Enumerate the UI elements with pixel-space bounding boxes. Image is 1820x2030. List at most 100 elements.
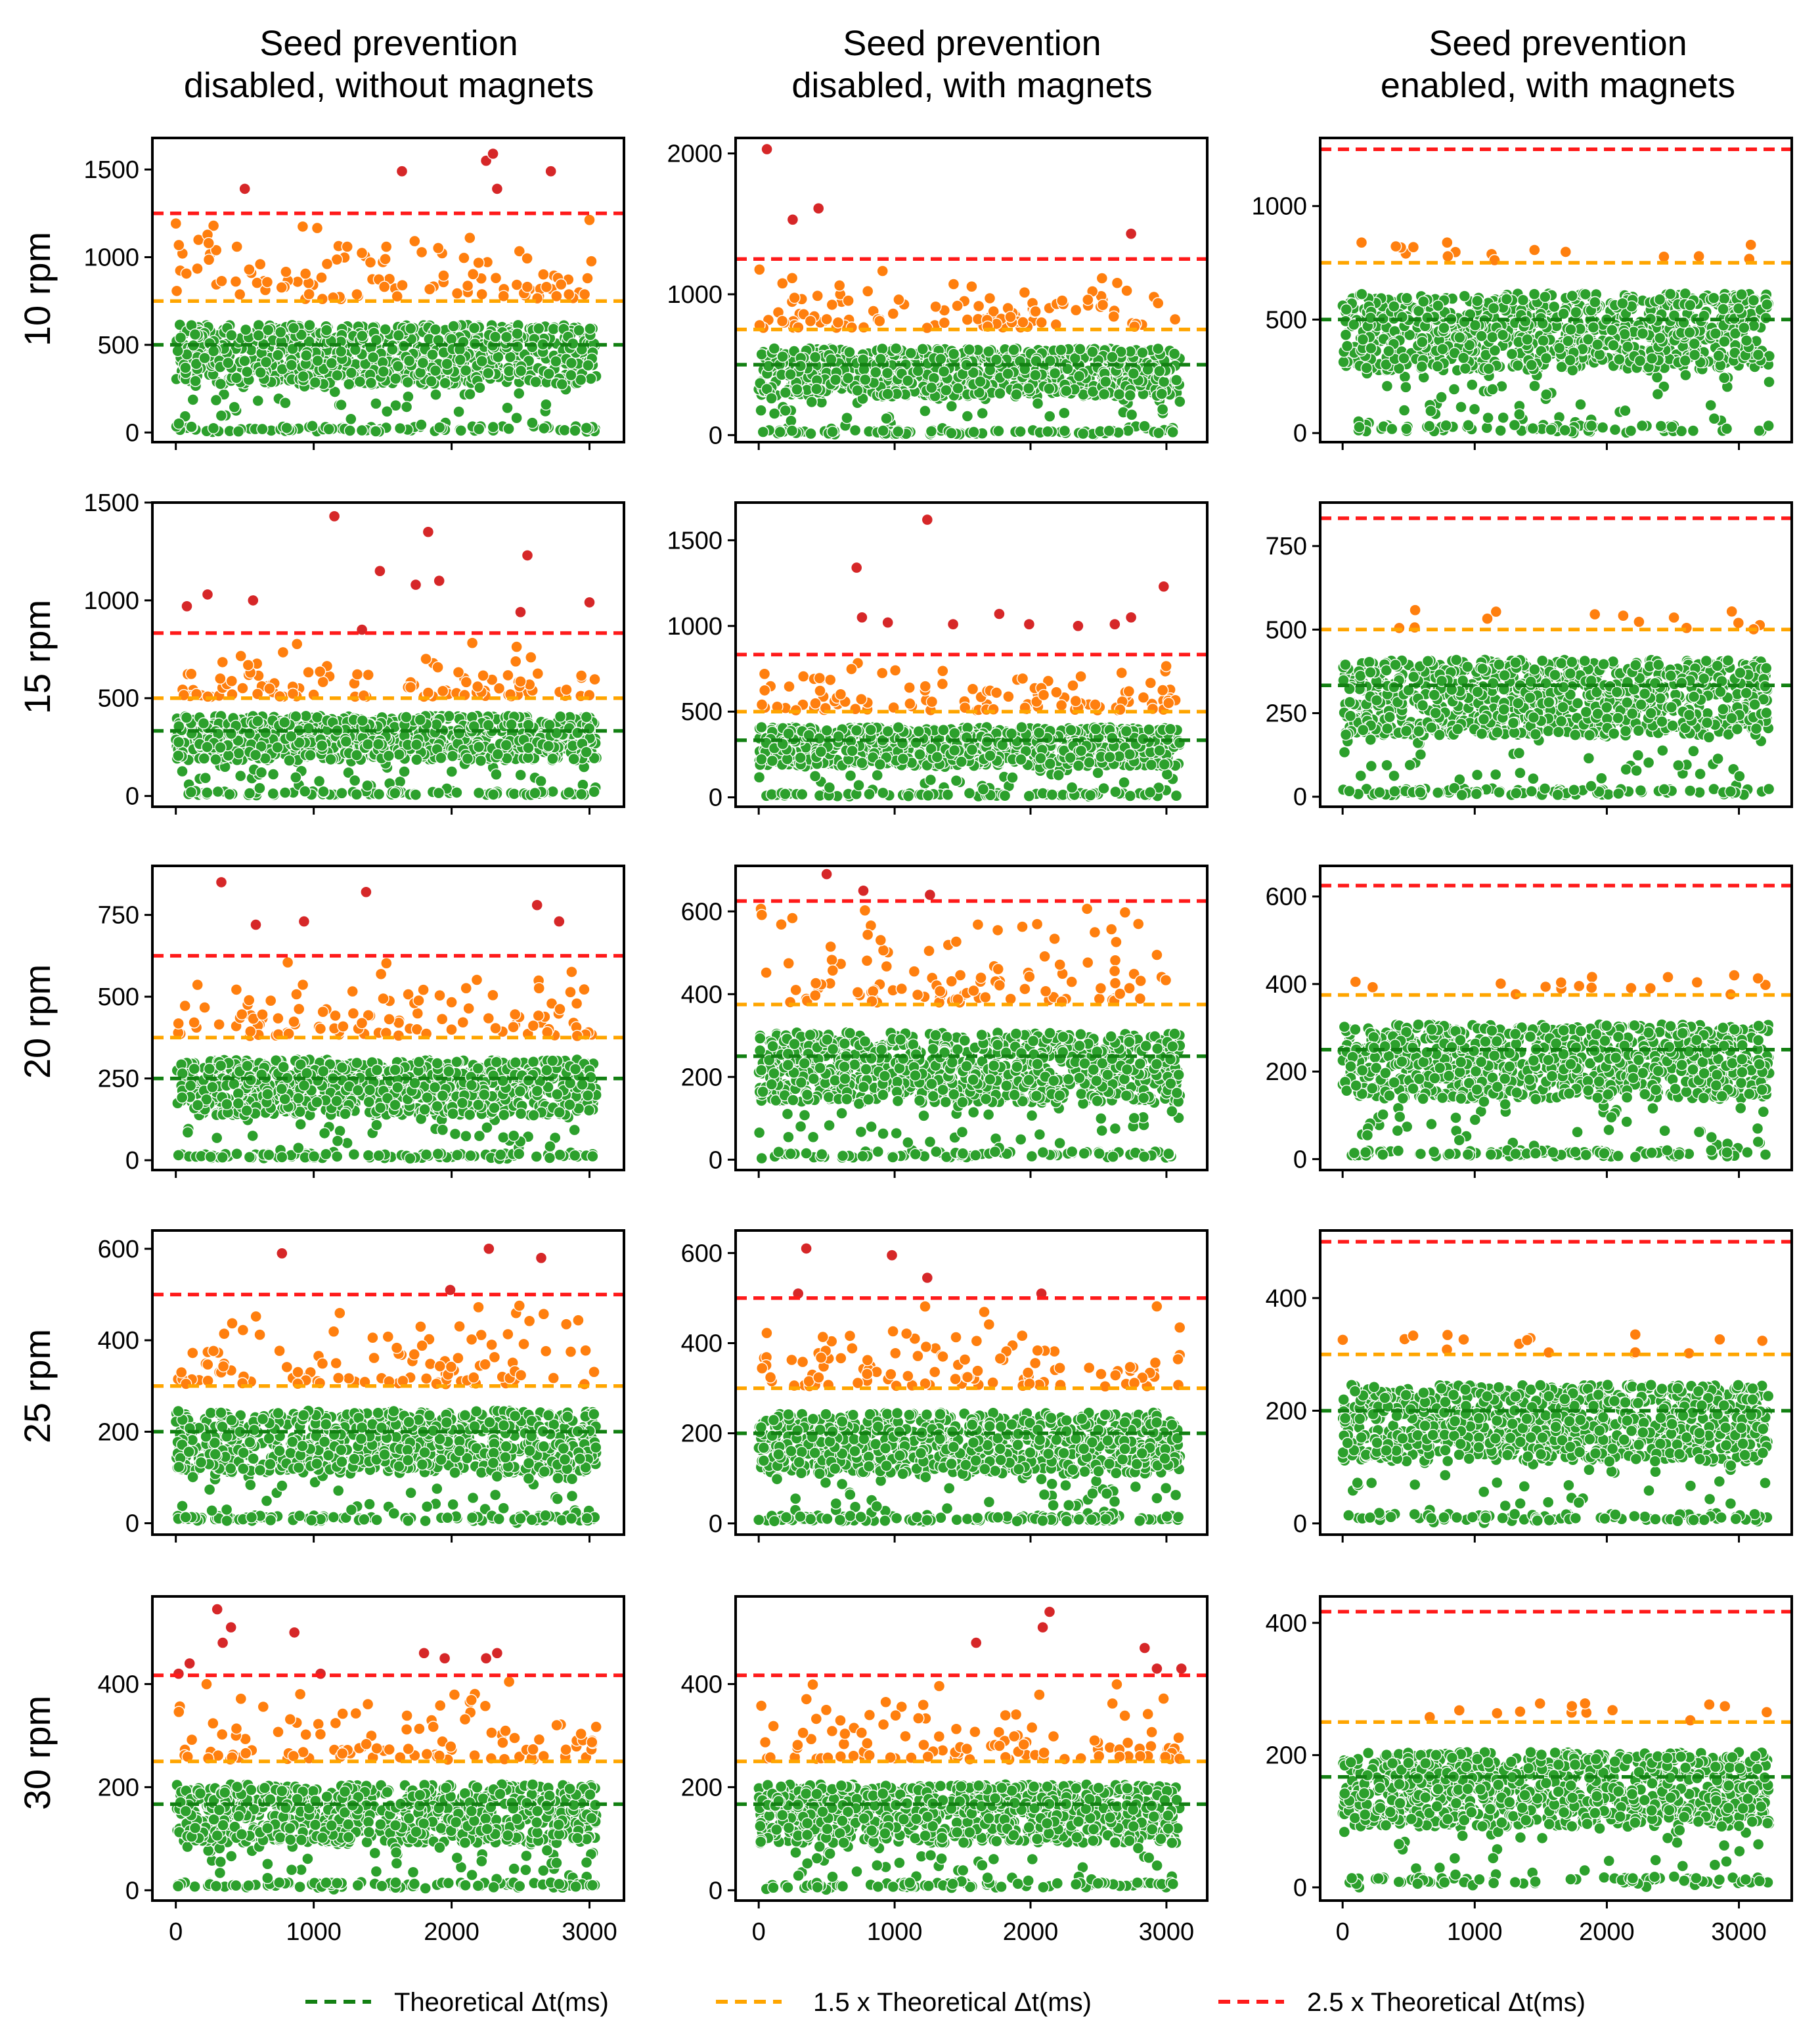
data-point <box>786 214 799 226</box>
data-point <box>411 754 423 766</box>
data-point <box>1687 424 1700 437</box>
data-point <box>531 667 544 680</box>
data-point <box>211 785 224 798</box>
data-point <box>1513 408 1526 420</box>
data-point <box>1539 290 1551 304</box>
data-point <box>1521 333 1534 346</box>
data-point <box>755 404 767 417</box>
data-point <box>792 321 805 334</box>
data-point <box>1152 426 1165 440</box>
data-point <box>514 675 527 688</box>
data-point <box>580 746 592 759</box>
data-point <box>328 510 341 522</box>
data-point <box>925 425 938 438</box>
data-point <box>491 748 504 761</box>
data-point <box>1718 335 1731 348</box>
data-point <box>929 300 942 313</box>
data-point <box>1579 288 1592 301</box>
data-point <box>1431 360 1444 372</box>
data-point <box>207 422 220 434</box>
data-point <box>468 322 481 334</box>
data-point <box>804 315 817 327</box>
data-point <box>335 345 347 358</box>
data-point <box>381 405 393 418</box>
data-point <box>1557 307 1570 320</box>
y-tick-label: 0 <box>1293 420 1307 447</box>
data-point <box>550 727 563 740</box>
data-point <box>473 422 485 436</box>
data-point <box>401 376 414 389</box>
data-point <box>1654 332 1666 344</box>
data-point <box>1488 344 1501 357</box>
data-point <box>1058 424 1071 438</box>
data-point <box>1718 372 1731 384</box>
data-point <box>1415 360 1429 373</box>
data-point <box>1729 327 1742 340</box>
data-point <box>1744 238 1757 251</box>
data-point <box>460 364 472 377</box>
data-point <box>210 753 222 766</box>
scatter-points <box>753 513 1186 803</box>
data-point <box>309 376 322 389</box>
data-point <box>1400 381 1412 394</box>
data-point <box>225 329 238 342</box>
data-point <box>1442 250 1454 263</box>
data-point <box>1517 294 1530 306</box>
data-point <box>400 401 413 413</box>
data-point <box>841 372 855 384</box>
data-point <box>513 387 525 400</box>
data-point <box>349 774 361 787</box>
data-point <box>585 255 598 267</box>
data-point <box>455 424 467 437</box>
data-point <box>429 323 442 336</box>
data-point <box>234 769 247 782</box>
data-point <box>919 405 931 417</box>
data-point <box>514 606 527 618</box>
data-point <box>1651 388 1664 401</box>
axes-frame <box>1319 137 1793 443</box>
data-point <box>422 526 435 538</box>
data-point <box>1043 410 1056 422</box>
data-point <box>180 267 192 280</box>
data-point <box>1619 404 1631 417</box>
data-point <box>466 637 479 649</box>
data-point <box>555 278 567 291</box>
data-point <box>1528 244 1541 256</box>
data-point <box>215 275 228 287</box>
data-point <box>252 394 264 407</box>
data-point <box>990 353 1003 366</box>
data-point <box>174 331 187 344</box>
data-point <box>249 748 262 761</box>
data-point <box>214 378 227 390</box>
data-point <box>271 349 284 361</box>
data-point <box>1381 380 1394 392</box>
data-point <box>1609 423 1622 436</box>
data-point <box>1008 344 1020 356</box>
data-point <box>500 738 512 752</box>
data-point <box>259 727 272 739</box>
data-point <box>1425 405 1437 417</box>
data-point <box>571 727 584 739</box>
data-point <box>1562 334 1574 348</box>
data-point <box>1540 388 1553 401</box>
data-point <box>786 272 799 284</box>
data-point <box>578 288 591 301</box>
data-point <box>1432 300 1444 312</box>
data-point <box>1121 284 1133 297</box>
data-point <box>500 330 513 344</box>
data-point <box>788 292 801 304</box>
y-tick-label: 1500 <box>83 489 139 517</box>
data-point <box>522 742 535 754</box>
data-point <box>861 285 874 298</box>
data-point <box>176 765 189 778</box>
data-point <box>521 549 534 562</box>
data-point <box>1341 340 1354 352</box>
data-point <box>1403 328 1416 342</box>
data-point <box>251 277 263 289</box>
data-point <box>179 361 192 374</box>
data-point <box>976 407 988 420</box>
data-point <box>501 401 514 414</box>
data-point <box>1168 313 1182 326</box>
data-point <box>560 683 573 696</box>
